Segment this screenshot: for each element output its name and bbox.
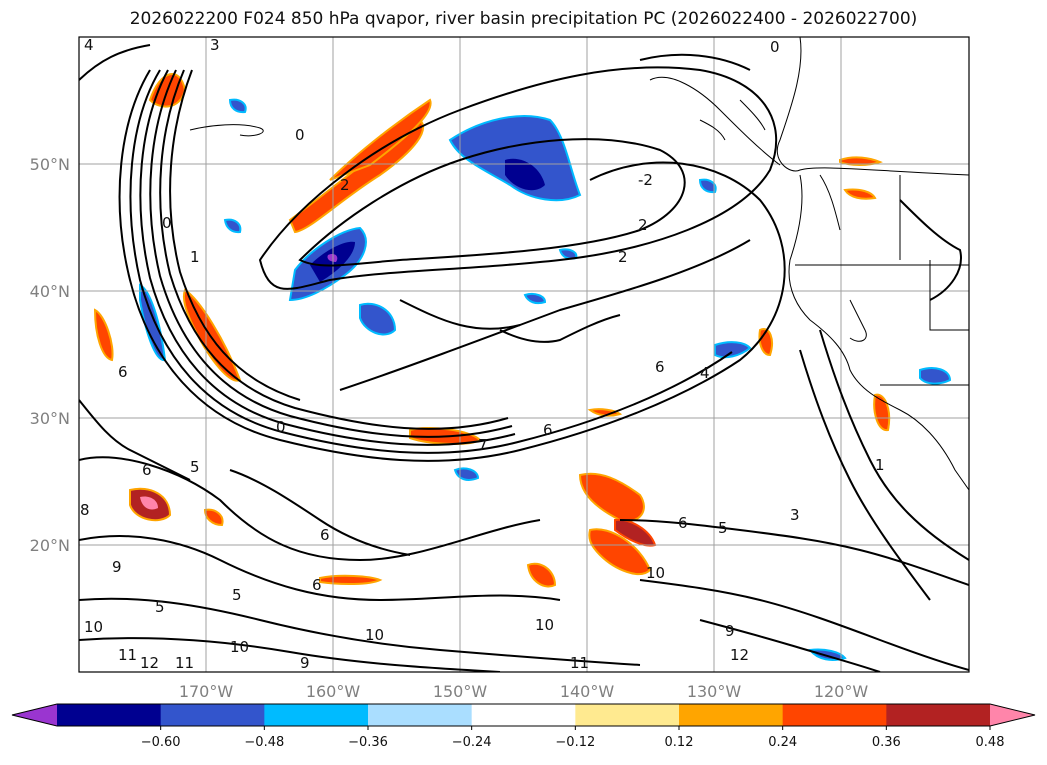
contour-label: 6	[543, 421, 553, 439]
colorbar-segment	[575, 704, 680, 726]
contour-label: 6	[320, 526, 330, 544]
colorbar-segment	[57, 704, 162, 726]
contour-label: 11	[175, 654, 194, 672]
colorbar-tick-label: −0.48	[244, 735, 284, 750]
contour-label: 1	[190, 248, 200, 266]
qvapor-contours	[79, 44, 969, 672]
contour-label: 4	[84, 36, 94, 54]
colorbar-segment	[886, 704, 991, 726]
contour-label: 5	[190, 458, 200, 476]
contour-label: 5	[232, 586, 242, 604]
contour-label: 12	[730, 646, 749, 664]
contour-label: 1	[875, 456, 885, 474]
contour-label: 7	[478, 436, 488, 454]
lon-label: 140°W	[560, 682, 615, 701]
contour-label: 0	[162, 214, 172, 232]
lon-label: 130°W	[687, 682, 742, 701]
contour-label: 2	[638, 216, 648, 234]
contour-label: 10	[646, 564, 665, 582]
contour-label: 10	[84, 618, 103, 636]
colorbar-segment	[160, 704, 265, 726]
colorbar-tick-label: 0.48	[976, 735, 1005, 750]
contour-label: 11	[570, 654, 589, 672]
longitude-labels: 170°W 160°W 150°W 140°W 130°W 120°W	[179, 682, 869, 701]
colorbar-segment	[679, 704, 784, 726]
colorbar-tick-label: 0.24	[768, 735, 797, 750]
colorbar-extend-high	[990, 704, 1035, 726]
contour-label: 6	[142, 461, 152, 479]
contour-label: 5	[718, 519, 728, 537]
contour-label: 0	[295, 126, 305, 144]
contour-label: 2	[618, 248, 628, 266]
lon-label: 160°W	[306, 682, 361, 701]
colorbar-outline	[11, 703, 1036, 727]
contour-label: 3	[790, 506, 800, 524]
contour-label: 0	[276, 418, 286, 436]
contour-label: 10	[535, 616, 554, 634]
colorbar-tick-label: −0.60	[141, 735, 181, 750]
contour-label: 6	[312, 576, 322, 594]
contour-label: 10	[365, 626, 384, 644]
contour-label: -2	[638, 171, 653, 189]
chart-title: 2026022200 F024 850 hPa qvapor, river ba…	[129, 9, 918, 29]
contour-label: 2	[340, 176, 350, 194]
colorbar-extend-low	[12, 704, 57, 726]
colorbar-tick-label: −0.36	[348, 735, 388, 750]
contour-label: 8	[80, 501, 90, 519]
lat-label: 30°N	[30, 409, 70, 428]
contour-label: 9	[300, 654, 310, 672]
contour-label: 9	[112, 558, 122, 576]
contour-label: 6	[655, 358, 665, 376]
lon-label: 170°W	[179, 682, 234, 701]
map-content: 4 3 0 2 0 1 0 -2 2 2 6 4 0 6 6 7 6 5 6 8…	[79, 36, 969, 672]
colorbar-ticks: −0.60 −0.48 −0.36 −0.24 −0.12 0.12 0.24 0.36 0.4…	[141, 726, 1005, 750]
contour-label: 12	[140, 654, 159, 672]
negative-shading	[139, 98, 952, 661]
latitude-labels: 50°N 40°N 30°N 20°N	[30, 155, 70, 555]
colorbar	[11, 703, 1036, 727]
contour-label: 11	[118, 646, 137, 664]
colorbar-segment	[471, 704, 576, 726]
lon-label: 150°W	[433, 682, 488, 701]
lon-label: 120°W	[814, 682, 869, 701]
contour-label: 9	[725, 622, 735, 640]
colorbar-tick-label: 0.12	[665, 735, 694, 750]
coastlines	[189, 37, 969, 491]
contour-label: 6	[678, 514, 688, 532]
contour-label: 5	[155, 598, 165, 616]
colorbar-segment	[368, 704, 473, 726]
contour-label: 6	[118, 363, 128, 381]
gridlines	[79, 37, 969, 672]
colorbar-tick-label: −0.12	[555, 735, 595, 750]
contour-label: 4	[700, 364, 710, 382]
colorbar-tick-label: 0.36	[872, 735, 901, 750]
contour-label-group: 4 3 0 2 0 1 0 -2 2 2 6 4 0 6 6 7 6 5 6 8…	[80, 36, 885, 672]
lat-label: 40°N	[30, 282, 70, 301]
lat-label: 50°N	[30, 155, 70, 174]
contour-label: 0	[770, 38, 780, 56]
colorbar-tick-label: −0.24	[452, 735, 492, 750]
lat-label: 20°N	[30, 536, 70, 555]
contour-label: 3	[210, 36, 220, 54]
colorbar-segment	[264, 704, 369, 726]
colorbar-segment	[782, 704, 887, 726]
map-frame	[78, 36, 970, 673]
contour-label: 10	[230, 638, 249, 656]
positive-shading	[93, 73, 891, 588]
